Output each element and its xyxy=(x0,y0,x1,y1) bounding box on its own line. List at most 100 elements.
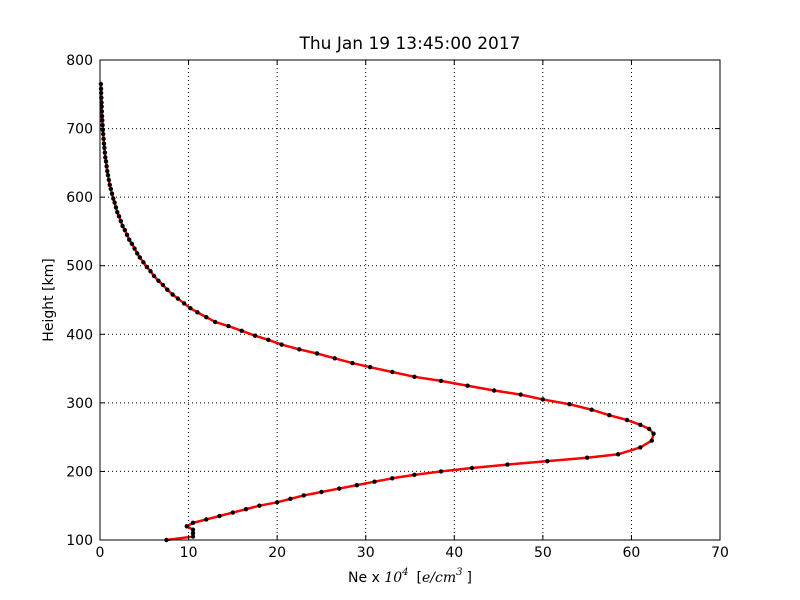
data-point-marker xyxy=(372,479,377,484)
data-point-marker xyxy=(122,227,128,233)
data-point-marker xyxy=(108,186,114,192)
y-tick-label: 800 xyxy=(66,53,93,69)
data-point-marker xyxy=(607,413,612,418)
data-point-marker xyxy=(266,337,271,342)
data-point-marker xyxy=(160,282,166,288)
data-point-marker xyxy=(649,438,654,443)
x-axis-ticks: 0 10 20 30 40 50 60 70 xyxy=(96,60,729,561)
data-point-marker xyxy=(148,269,153,274)
data-point-marker xyxy=(314,351,320,356)
data-point-marker xyxy=(336,486,342,491)
data-point-marker xyxy=(102,145,107,150)
data-point-marker xyxy=(116,214,122,219)
data-point-marker xyxy=(319,489,324,495)
data-point-marker xyxy=(103,159,109,164)
x-axis-label-prefix: Ne x xyxy=(348,570,384,586)
data-point-marker xyxy=(99,114,105,119)
data-point-marker xyxy=(103,155,108,160)
data-point-marker xyxy=(288,496,293,502)
y-tick-label: 400 xyxy=(66,327,93,343)
data-point-marker xyxy=(98,81,104,87)
data-point-marker xyxy=(109,191,115,196)
data-point-marker xyxy=(115,210,120,215)
data-point-marker xyxy=(646,426,652,432)
y-tick-label: 600 xyxy=(66,190,93,206)
data-point-marker xyxy=(624,417,630,423)
data-point-marker xyxy=(156,278,161,283)
data-point-marker xyxy=(165,287,170,292)
data-point-marker xyxy=(518,392,523,397)
data-point-marker xyxy=(438,378,444,384)
data-point-marker xyxy=(540,397,546,402)
data-point-marker xyxy=(101,141,107,146)
data-point-marker xyxy=(204,314,209,320)
data-point-marker xyxy=(129,241,135,246)
data-point-marker xyxy=(412,374,417,379)
data-point-marker xyxy=(217,513,222,519)
data-point-marker xyxy=(151,273,157,279)
data-point-marker xyxy=(204,517,209,522)
data-point-marker xyxy=(127,237,132,242)
data-point-marker xyxy=(390,369,395,375)
x-axis-label-unit: e/cm xyxy=(422,570,456,586)
y-tick-label: 500 xyxy=(66,259,93,275)
data-point-marker xyxy=(100,131,106,137)
data-point-marker xyxy=(350,360,355,366)
data-point-marker xyxy=(112,200,117,205)
data-point-marker xyxy=(301,493,306,498)
data-point-marker xyxy=(226,323,231,329)
x-tick-label: 30 xyxy=(357,545,375,561)
data-point-marker xyxy=(252,333,258,338)
data-point-marker xyxy=(195,310,200,315)
y-axis-ticks: 100 200 300 400 500 600 700 800 xyxy=(66,53,720,549)
data-point-marker xyxy=(615,452,621,457)
data-point-marker xyxy=(99,109,105,114)
data-point-marker xyxy=(113,205,119,210)
data-point-marker xyxy=(132,246,137,251)
data-point-marker xyxy=(638,422,643,427)
data-point-marker xyxy=(257,503,262,508)
data-point-marker xyxy=(239,328,244,334)
data-point-marker xyxy=(469,465,475,471)
data-point-marker xyxy=(465,383,470,388)
data-point-marker xyxy=(638,445,643,450)
y-axis-label: Height [km] xyxy=(41,258,57,341)
x-axis-label-unit-close: ] xyxy=(466,570,471,586)
data-point-marker xyxy=(175,296,181,301)
data-point-marker xyxy=(190,530,196,536)
data-point-marker xyxy=(651,431,656,436)
x-tick-label: 40 xyxy=(445,545,463,561)
data-point-marker xyxy=(390,476,395,481)
data-point-marker xyxy=(332,356,337,361)
data-point-marker xyxy=(274,500,280,505)
data-point-marker xyxy=(412,472,417,478)
data-point-marker xyxy=(105,168,110,174)
y-tick-label: 300 xyxy=(66,396,93,412)
data-point-marker xyxy=(124,232,130,238)
data-point-marker xyxy=(230,510,236,515)
data-point-marker xyxy=(190,534,196,539)
data-point-marker xyxy=(99,104,104,109)
data-point-marker xyxy=(589,407,594,412)
data-point-marker xyxy=(491,388,497,393)
y-tick-label: 200 xyxy=(66,464,93,480)
data-point-marker xyxy=(107,182,112,187)
data-point-marker xyxy=(118,218,124,224)
data-point-marker xyxy=(188,306,193,311)
data-point-marker xyxy=(190,520,196,526)
data-point-marker xyxy=(212,319,218,325)
x-axis-label-base: 10 xyxy=(384,570,402,586)
data-point-marker xyxy=(100,122,105,128)
x-tick-label: 10 xyxy=(180,545,198,561)
data-point-marker xyxy=(104,164,109,169)
data-point-marker xyxy=(184,524,189,529)
data-point-marker xyxy=(297,347,302,352)
x-tick-label: 70 xyxy=(711,545,729,561)
data-point-marker xyxy=(567,402,572,407)
data-point-marker xyxy=(367,365,373,370)
data-point-marker xyxy=(105,173,111,178)
x-axis-label-unit-open: [ xyxy=(417,570,422,586)
chart-title: Thu Jan 19 13:45:00 2017 xyxy=(299,34,521,54)
data-point-marker xyxy=(584,455,590,460)
